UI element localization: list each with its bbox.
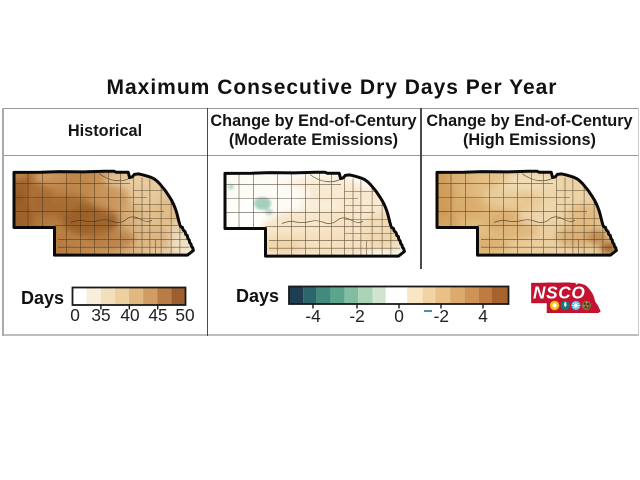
svg-text:NSCO: NSCO: [533, 283, 585, 303]
